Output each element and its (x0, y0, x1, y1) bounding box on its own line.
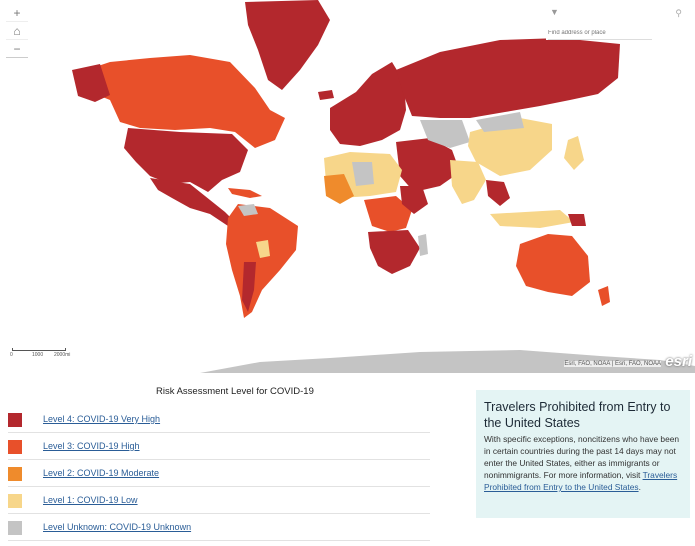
region-mexico[interactable] (150, 178, 235, 226)
legend-swatch (8, 521, 22, 535)
panel-title: Travelers Prohibited from Entry to the U… (484, 400, 671, 430)
region-new-zealand[interactable] (598, 286, 610, 306)
region-europe[interactable] (330, 62, 406, 146)
legend-swatch (8, 467, 22, 481)
scale-bar: 0 1000 2000mi (8, 346, 71, 360)
search-widget: ▼ ⚲ (546, 4, 688, 40)
region-southern-africa[interactable] (368, 230, 420, 274)
region-india[interactable] (450, 160, 486, 204)
chevron-down-icon[interactable]: ▼ (550, 7, 559, 17)
scale-bar-line (12, 348, 66, 351)
travelers-prohibited-link[interactable]: Travelers Prohibited from Entry to the U… (484, 470, 678, 492)
region-russia[interactable] (396, 38, 620, 118)
region-venezuela-unknown[interactable] (238, 204, 258, 216)
scale-label-0: 0 (10, 352, 13, 358)
region-brazil-low[interactable] (256, 240, 270, 258)
search-icon[interactable]: ⚲ (675, 8, 682, 18)
legend-item: Level 4: COVID-19 Very High (8, 409, 430, 433)
region-madagascar[interactable] (418, 234, 428, 256)
zoom-out-button[interactable]: − (6, 40, 28, 58)
region-alaska[interactable] (72, 64, 110, 102)
region-caribbean[interactable] (228, 188, 262, 198)
region-antarctica[interactable] (200, 350, 695, 373)
legend-swatch (8, 413, 22, 427)
legend-item: Level 3: COVID-19 High (8, 436, 430, 460)
home-button[interactable]: ⌂ (6, 22, 28, 40)
region-west-africa[interactable] (324, 174, 354, 204)
zoom-controls: + ⌂ − (6, 4, 28, 58)
legend-link-level4[interactable]: Level 4: COVID-19 Very High (43, 414, 161, 424)
legend-item: Level Unknown: COVID-19 Unknown (8, 517, 430, 541)
panel-body-end: . (638, 482, 641, 492)
region-canada[interactable] (80, 55, 285, 148)
legend-swatch (8, 440, 22, 454)
region-sahel[interactable] (352, 162, 374, 186)
region-usa[interactable] (124, 128, 248, 192)
panel-body: With specific exceptions, noncitizens wh… (484, 433, 682, 493)
region-middle-east[interactable] (396, 138, 460, 192)
legend-swatch (8, 494, 22, 508)
scale-label-2000: 2000mi (54, 352, 71, 358)
legend-link-level1[interactable]: Level 1: COVID-19 Low (43, 495, 138, 505)
scale-label-1000: 1000 (32, 352, 44, 358)
legend-link-level2[interactable]: Level 2: COVID-19 Moderate (43, 468, 160, 478)
legend-item: Level 2: COVID-19 Moderate (8, 463, 430, 487)
region-east-africa[interactable] (400, 186, 428, 214)
legend-link-unknown[interactable]: Level Unknown: COVID-19 Unknown (43, 522, 192, 532)
region-central-asia[interactable] (420, 120, 470, 148)
legend-item: Level 1: COVID-19 Low (8, 490, 430, 514)
panel-body-text: With specific exceptions, noncitizens wh… (484, 434, 680, 480)
zoom-in-button[interactable]: + (6, 4, 28, 22)
legend-title: Risk Assessment Level for COVID-19 (156, 386, 314, 397)
region-iceland[interactable] (318, 90, 334, 100)
region-mongolia[interactable] (476, 112, 524, 132)
region-png[interactable] (568, 214, 586, 226)
region-japan[interactable] (564, 136, 584, 170)
region-indonesia[interactable] (490, 210, 574, 228)
region-central-africa[interactable] (364, 196, 412, 232)
legend-link-level3[interactable]: Level 3: COVID-19 High (43, 441, 140, 451)
region-argentina[interactable] (242, 262, 256, 312)
region-australia[interactable] (516, 234, 590, 296)
info-panel: Travelers Prohibited from Entry to the U… (476, 390, 690, 518)
region-south-america[interactable] (226, 204, 298, 318)
world-map[interactable]: + ⌂ − ▼ ⚲ 0 1000 2000mi Esri, FAO, NOAA … (0, 0, 695, 373)
region-china[interactable] (468, 118, 552, 176)
map-canvas[interactable] (0, 0, 695, 373)
map-attribution: Esri, FAO, NOAA | Esri, FAO, NOAA (564, 361, 661, 367)
search-input[interactable] (548, 26, 652, 40)
region-se-asia[interactable] (486, 180, 510, 206)
region-greenland[interactable] (245, 0, 330, 90)
esri-logo: esri (665, 353, 692, 370)
